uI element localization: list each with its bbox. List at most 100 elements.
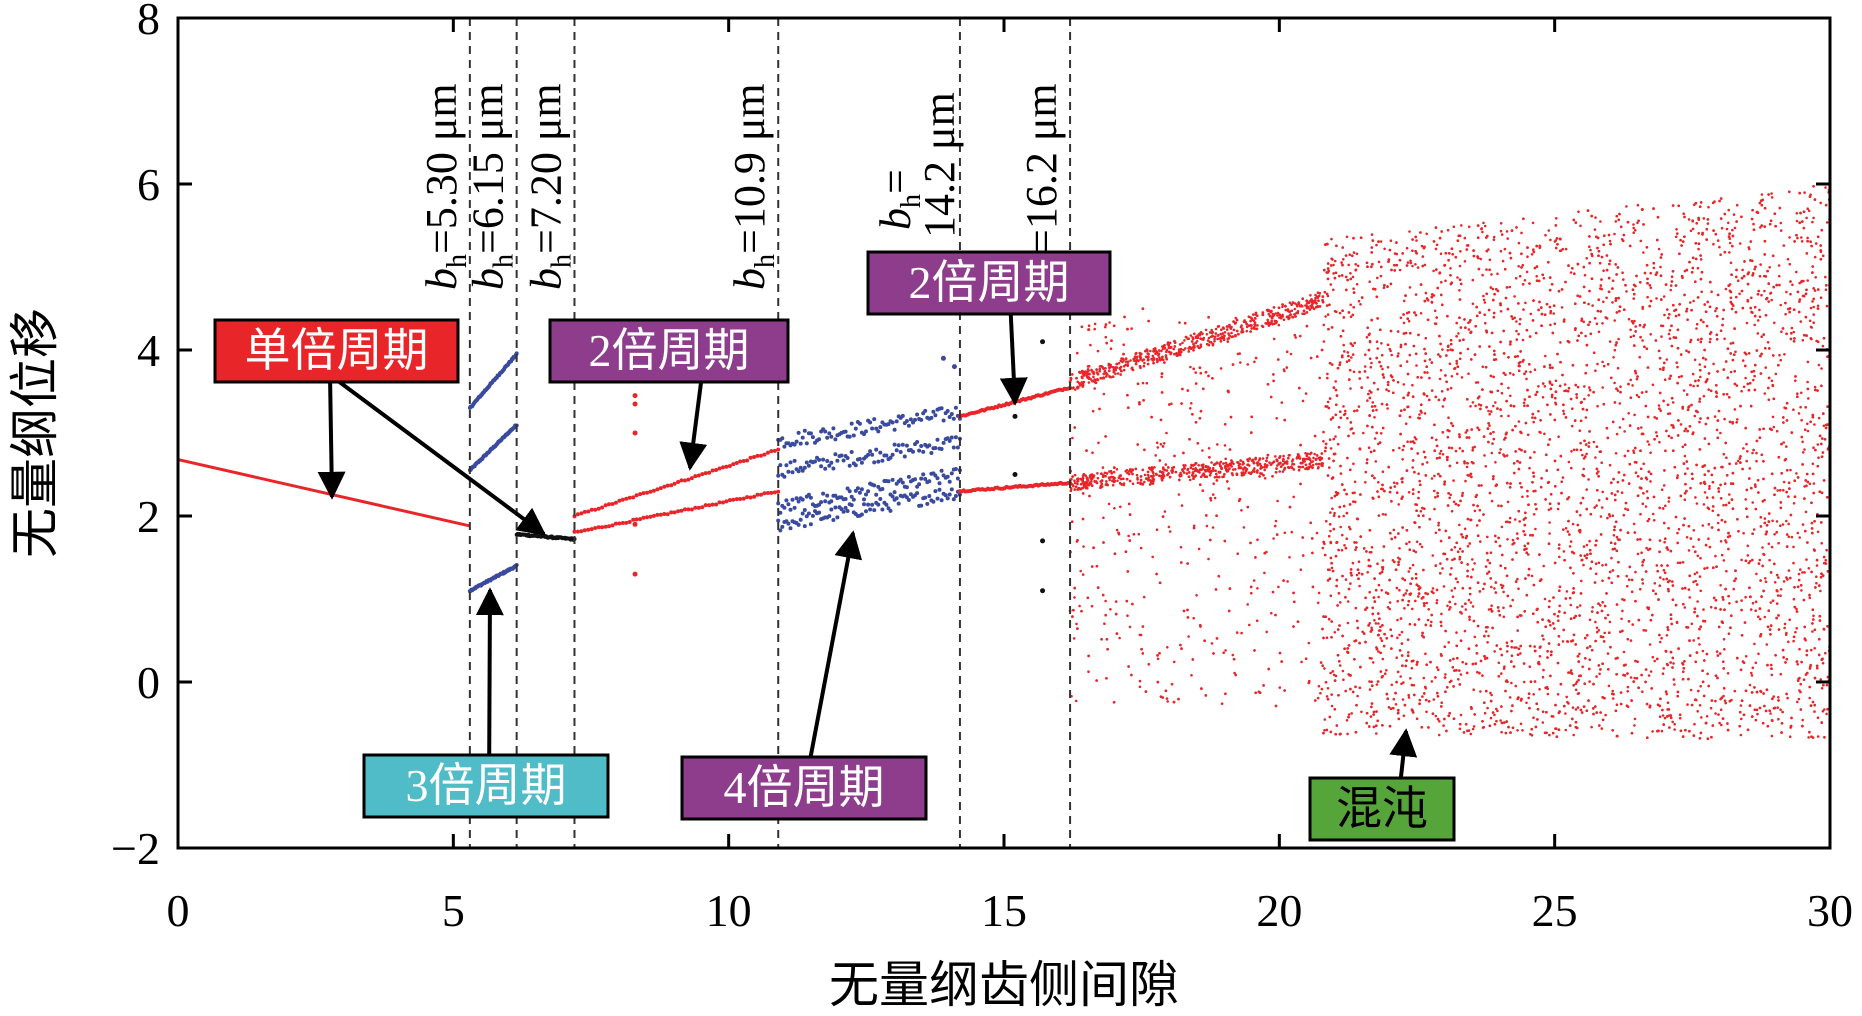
data-point: [1448, 608, 1451, 611]
data-point: [1408, 286, 1412, 289]
data-point: [1663, 540, 1666, 544]
data-point: [1602, 269, 1605, 273]
data-point: [1789, 468, 1792, 472]
data-point: [1639, 587, 1642, 591]
data-point: [1497, 504, 1500, 508]
data-point: [827, 514, 832, 519]
data-point: [1364, 470, 1368, 474]
data-point: [703, 503, 708, 508]
data-point: [1524, 370, 1528, 373]
data-point: [627, 520, 632, 524]
data-point: [651, 513, 656, 518]
data-point: [1729, 296, 1733, 300]
data-point: [1346, 600, 1350, 603]
data-point: [1627, 317, 1631, 321]
data-point: [1633, 413, 1636, 417]
data-point: [1500, 672, 1503, 675]
data-point: [1458, 727, 1462, 731]
data-point: [1167, 525, 1171, 529]
data-point: [1234, 468, 1237, 471]
data-point: [1383, 247, 1386, 251]
data-point: [1779, 708, 1782, 711]
data-point: [1585, 452, 1588, 456]
data-point: [1633, 724, 1636, 727]
data-point: [886, 479, 891, 484]
data-point: [1712, 242, 1715, 246]
data-point: [1381, 513, 1385, 516]
data-point: [1460, 376, 1464, 379]
data-point: [1126, 471, 1129, 475]
data-point: [1744, 376, 1747, 380]
data-point: [898, 477, 903, 482]
data-point: [1746, 544, 1750, 548]
data-point: [1443, 397, 1447, 400]
data-point: [1517, 241, 1521, 245]
data-point: [1532, 513, 1536, 516]
data-point: [1155, 528, 1159, 531]
data-point: [1785, 519, 1788, 523]
data-point: [1248, 623, 1251, 627]
data-point: [1487, 409, 1490, 413]
data-point: [1594, 456, 1597, 459]
data-point: [1795, 270, 1798, 274]
data-point: [1450, 509, 1454, 513]
data-point: [1081, 376, 1084, 380]
data-point: [1415, 364, 1418, 367]
data-point: [1626, 685, 1630, 689]
data-point: [1469, 405, 1472, 408]
data-point: [1522, 401, 1526, 405]
data-point: [634, 517, 639, 522]
data-point: [641, 491, 646, 496]
data-point: [1482, 726, 1486, 729]
data-point: [937, 487, 942, 492]
data-point: [1354, 606, 1358, 610]
data-point: [1407, 651, 1410, 654]
data-point: [1255, 327, 1258, 331]
data-point: [1246, 363, 1250, 366]
data-point: [1797, 578, 1801, 582]
data-point: [1256, 587, 1259, 590]
data-point: [784, 498, 789, 503]
data-point: [798, 465, 803, 470]
data-point: [1103, 622, 1106, 625]
data-point: [1742, 447, 1745, 450]
data-point: [1459, 673, 1463, 676]
data-point: [1759, 263, 1762, 266]
data-point: [1785, 445, 1788, 448]
data-point: [1114, 372, 1117, 376]
data-point: [845, 456, 850, 460]
data-point: [892, 442, 897, 447]
data-point: [1374, 460, 1378, 463]
data-point: [1625, 205, 1628, 208]
data-point: [1601, 322, 1604, 325]
data-point: [866, 489, 871, 494]
data-point: [1751, 666, 1755, 670]
data-point: [1515, 646, 1518, 649]
data-point: [1702, 394, 1706, 398]
data-point: [949, 412, 954, 416]
data-point: [1330, 237, 1333, 241]
data-point: [752, 494, 757, 499]
data-point: [1497, 661, 1501, 665]
data-point: [1364, 481, 1367, 484]
data-point: [755, 453, 760, 458]
data-point: [1389, 349, 1392, 353]
data-point: [755, 492, 760, 497]
data-point: [1398, 547, 1401, 550]
data-point: [1669, 288, 1672, 292]
data-point: [1479, 257, 1482, 261]
data-point: [1608, 239, 1612, 243]
data-point: [800, 468, 805, 473]
data-point: [1455, 359, 1458, 363]
data-point: [631, 495, 636, 500]
data-point: [1350, 356, 1353, 359]
data-point: [1777, 264, 1781, 267]
data-point: [796, 430, 801, 435]
data-point: [596, 525, 601, 530]
data-point: [1408, 540, 1411, 544]
data-point: [1694, 579, 1697, 583]
data-point: [1570, 424, 1574, 428]
data-point: [1471, 302, 1475, 306]
data-point: [1660, 636, 1663, 640]
series-period4: [776, 435, 962, 479]
